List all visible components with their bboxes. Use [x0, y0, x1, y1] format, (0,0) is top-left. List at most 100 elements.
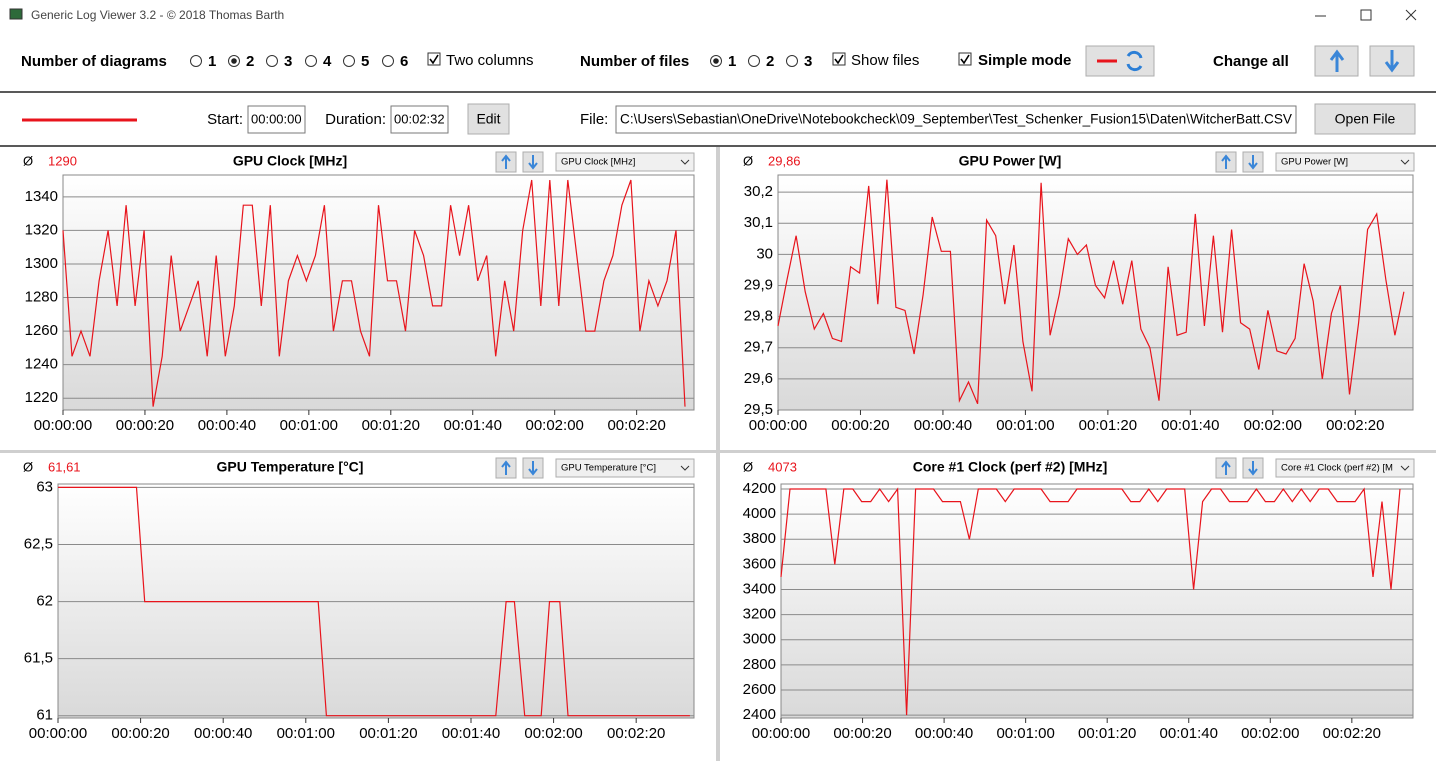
- channel-selector[interactable]: [555, 152, 695, 172]
- average-value: 61,61: [48, 459, 81, 474]
- x-tick-label: 00:00:00: [749, 417, 807, 434]
- average-value: 1290: [48, 153, 77, 168]
- x-tick-label: 00:00:20: [833, 725, 891, 742]
- x-tick-label: 00:02:20: [1326, 417, 1384, 434]
- x-tick-label: 00:00:20: [111, 725, 169, 742]
- average-value: 4073: [768, 459, 797, 474]
- two-columns-checkbox[interactable]: [427, 52, 441, 66]
- y-tick-label: 1320: [25, 221, 58, 238]
- arrow-icon: [501, 154, 511, 169]
- column-divider: [716, 147, 720, 761]
- show-files-checkbox[interactable]: [832, 52, 846, 66]
- change-all-label: Change all: [1213, 53, 1289, 70]
- open-file-button[interactable]: [1314, 103, 1416, 135]
- y-tick-label: 61: [36, 707, 53, 724]
- x-tick-label: 00:00:20: [116, 417, 174, 434]
- edit-button[interactable]: [467, 103, 510, 135]
- arrow-icon: [528, 461, 538, 476]
- x-tick-label: 00:01:00: [277, 725, 335, 742]
- x-tick-label: 00:02:20: [607, 417, 665, 434]
- x-tick-label: 00:01:00: [996, 725, 1054, 742]
- plot-area: [780, 483, 1414, 719]
- color-button[interactable]: [1085, 45, 1155, 77]
- y-tick-label: 3200: [743, 606, 776, 623]
- radio-button[interactable]: [343, 55, 355, 67]
- arrow-icon: [1248, 461, 1258, 476]
- y-tick-label: 62: [36, 593, 53, 610]
- average-symbol: Ø: [23, 153, 33, 168]
- radio-label: 2: [766, 53, 774, 70]
- row-divider: [0, 450, 1436, 453]
- average-value: 29,86: [768, 153, 801, 168]
- channel-selector[interactable]: [555, 458, 695, 478]
- up-arrow: [1329, 49, 1345, 72]
- radio-button[interactable]: [786, 55, 798, 67]
- y-tick-label: 2600: [743, 681, 776, 698]
- plot-area: [777, 174, 1414, 411]
- radio-button[interactable]: [748, 55, 760, 67]
- y-tick-label: 3800: [743, 530, 776, 547]
- file-label: File:: [580, 111, 608, 128]
- data-line: [777, 179, 1405, 405]
- start-label: Start:: [207, 111, 243, 128]
- close-button[interactable]: [1405, 9, 1417, 21]
- x-tick-label: 00:00:20: [831, 417, 889, 434]
- radio-label: 3: [804, 53, 812, 70]
- simple-mode-checkbox[interactable]: [958, 52, 972, 66]
- duration-input[interactable]: [390, 105, 449, 134]
- start-value: 00:00:00: [251, 111, 302, 126]
- data-line: [58, 486, 690, 717]
- radio-button[interactable]: [266, 55, 278, 67]
- x-tick-label: 00:01:20: [362, 417, 420, 434]
- x-tick-label: 00:02:20: [607, 725, 665, 742]
- channel-selector[interactable]: [1275, 458, 1415, 478]
- y-tick-label: 3400: [743, 580, 776, 597]
- maximize-button[interactable]: [1360, 9, 1372, 21]
- x-tick-label: 00:02:00: [524, 725, 582, 742]
- y-tick-label: 2800: [743, 656, 776, 673]
- data-line: [780, 487, 1401, 716]
- radio-button[interactable]: [382, 55, 394, 67]
- down-arrow: [1384, 50, 1400, 73]
- window-title: Generic Log Viewer 3.2 - © 2018 Thomas B…: [31, 8, 284, 22]
- refresh-icon: [1126, 50, 1143, 72]
- x-tick-label: 00:01:20: [359, 725, 417, 742]
- dropdown-arrow: [1400, 465, 1410, 471]
- x-tick-label: 00:01:00: [280, 417, 338, 434]
- x-tick-label: 00:00:00: [29, 725, 87, 742]
- chart-title: Core #1 Clock (perf #2) [MHz]: [913, 459, 1107, 475]
- arrow-icon: [1221, 154, 1231, 169]
- check-mark: [834, 54, 844, 65]
- y-tick-label: 63: [36, 478, 53, 495]
- check-mark: [960, 54, 970, 65]
- files-label: Number of files: [580, 53, 689, 70]
- radio-button[interactable]: [190, 55, 202, 67]
- y-tick-label: 30: [756, 245, 773, 262]
- average-symbol: Ø: [23, 459, 33, 474]
- x-tick-label: 00:00:40: [198, 417, 256, 434]
- simple-mode-label: Simple mode: [978, 52, 1071, 69]
- radio-button[interactable]: [305, 55, 317, 67]
- show-files-label: Show files: [851, 52, 919, 69]
- duration-value: 00:02:32: [394, 111, 445, 126]
- radio-dot: [713, 58, 719, 64]
- channel-selector[interactable]: [1275, 152, 1415, 172]
- x-tick-label: 00:01:00: [996, 417, 1054, 434]
- file-path-input[interactable]: [615, 105, 1297, 134]
- chart-title: GPU Temperature [°C]: [217, 459, 364, 475]
- y-tick-label: 4000: [743, 505, 776, 522]
- x-tick-label: 00:02:00: [525, 417, 583, 434]
- y-tick-label: 30,2: [744, 183, 773, 200]
- dropdown-arrow: [680, 465, 690, 471]
- x-tick-label: 00:00:00: [34, 417, 92, 434]
- x-tick-label: 00:01:40: [1160, 725, 1218, 742]
- y-tick-label: 61,5: [24, 650, 53, 667]
- start-input[interactable]: [247, 105, 306, 134]
- y-tick-label: 3000: [743, 631, 776, 648]
- y-tick-label: 2400: [743, 706, 776, 723]
- arrow-icon: [1248, 155, 1258, 170]
- y-tick-label: 29,8: [744, 308, 773, 325]
- chart-title: GPU Power [W]: [959, 153, 1062, 169]
- x-tick-label: 00:00:40: [915, 725, 973, 742]
